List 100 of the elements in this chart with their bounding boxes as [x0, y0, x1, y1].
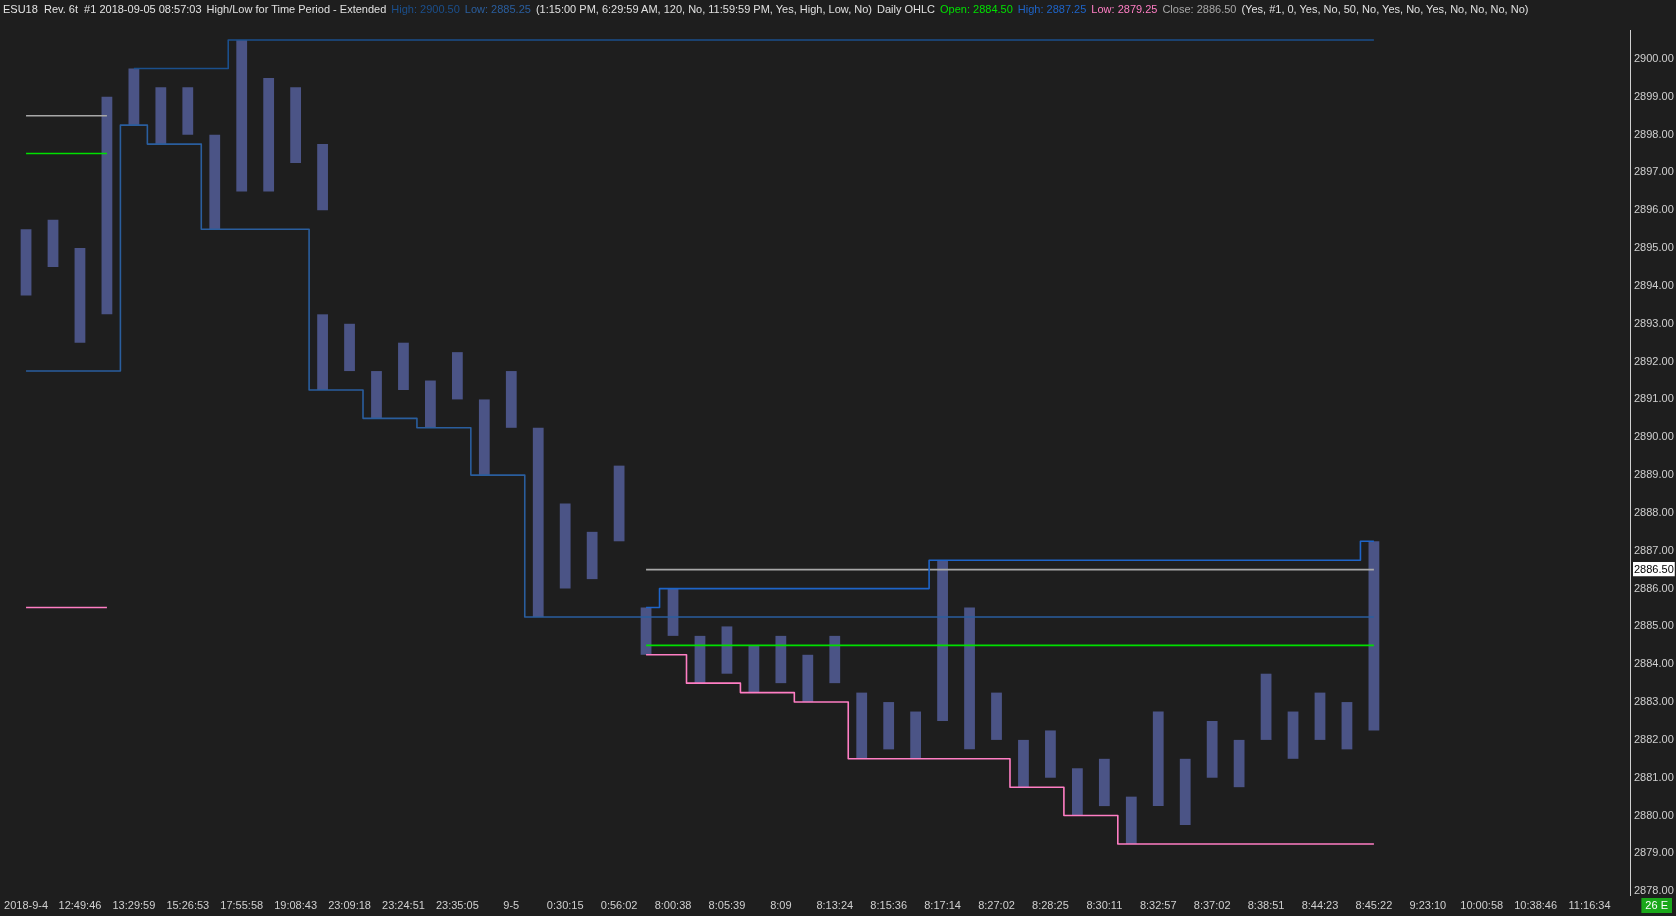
- y-tick-label: 2890.00: [1634, 430, 1674, 443]
- x-tick-label: 0:56:02: [600, 898, 638, 911]
- bar: [263, 77, 275, 192]
- bar: [1071, 768, 1083, 816]
- x-tick-label: 17:55:58: [220, 898, 264, 911]
- x-tick-label: 8:32:57: [1139, 898, 1177, 911]
- bar: [209, 134, 221, 230]
- x-tick-label: 0:30:15: [546, 898, 584, 911]
- y-tick-label: 2891.00: [1634, 392, 1674, 405]
- y-tick-label: 2899.00: [1634, 89, 1674, 102]
- bar: [1179, 758, 1191, 826]
- bar: [155, 87, 167, 145]
- x-tick-label: 8:38:51: [1247, 898, 1285, 911]
- bar: [371, 371, 382, 419]
- y-tick-label: 2886.00: [1634, 581, 1674, 594]
- bar: [1287, 711, 1299, 759]
- bar: [910, 711, 922, 759]
- x-tick-label: 15:26:53: [166, 898, 210, 911]
- y-tick-label: 2898.00: [1634, 127, 1674, 140]
- x-tick-label: 10:38:46: [1514, 898, 1558, 911]
- bar: [532, 427, 544, 617]
- y-tick-label: 2892.00: [1634, 354, 1674, 367]
- x-tick-label: 8:27:02: [978, 898, 1015, 911]
- y-tick-label: 2888.00: [1634, 505, 1674, 518]
- x-tick-label: 11:16:34: [1568, 898, 1611, 911]
- bar: [1152, 711, 1164, 807]
- x-tick-label: 19:08:43: [274, 898, 318, 911]
- bar: [47, 219, 59, 268]
- y-tick-label: 2885.00: [1634, 619, 1674, 632]
- y-tick-label: 2886.50: [1634, 562, 1674, 575]
- bar: [236, 40, 248, 192]
- x-tick-label: 8:45:22: [1355, 898, 1393, 911]
- y-tick-label: 2880.00: [1634, 808, 1674, 821]
- bar: [20, 229, 32, 296]
- y-tick-label: 2896.00: [1634, 203, 1674, 216]
- x-tick-label: 12:49:46: [58, 898, 102, 911]
- bar: [128, 68, 140, 126]
- bar: [964, 607, 975, 750]
- bar: [1260, 673, 1272, 740]
- bar: [559, 503, 571, 589]
- y-tick-label: 2884.00: [1634, 657, 1674, 670]
- bar: [775, 635, 787, 684]
- y-tick-label: 2887.00: [1634, 543, 1674, 556]
- text: Daily OHLC: [876, 3, 936, 17]
- text: Open: 2884.50: [940, 3, 1013, 17]
- x-tick-label: 9:23:10: [1409, 898, 1447, 911]
- bar: [1206, 720, 1218, 778]
- y-tick-label: 2889.00: [1634, 468, 1674, 481]
- text: (1:15:00 PM, 6:29:59 AM, 120, No, 11:59:59 PM, Yes, High, Low, No): [535, 3, 872, 17]
- y-tick-label: 2893.00: [1634, 316, 1674, 329]
- text: High/Low for Time Period - Extended: [206, 3, 387, 17]
- bar: [1341, 702, 1353, 750]
- x-tick-label: 8:44:23: [1301, 898, 1339, 911]
- x-tick-label: 23:24:51: [382, 898, 425, 911]
- bar: [721, 626, 733, 674]
- x-tick-label: 8:30:11: [1086, 898, 1123, 911]
- y-tick-label: 2894.00: [1634, 278, 1674, 291]
- x-tick-label: 8:17:14: [924, 898, 961, 911]
- bar: [1098, 758, 1110, 807]
- x-tick-label: 8:00:38: [654, 898, 692, 911]
- chart-title: ESU18 Rev. 6t #1 2018-09-05 08:57:03: [3, 3, 202, 17]
- bar: [1368, 541, 1380, 731]
- y-tick-label: 2895.00: [1634, 241, 1674, 254]
- x-tick-label: 23:09:18: [328, 898, 371, 911]
- bar: [451, 352, 463, 400]
- y-tick-label: 2897.00: [1634, 165, 1674, 178]
- bar: [317, 314, 328, 390]
- x-tick-label: 8:28:25: [1032, 898, 1069, 911]
- bar: [74, 248, 86, 343]
- y-tick-label: 2881.00: [1634, 770, 1674, 783]
- bar: [505, 371, 517, 428]
- bar: [802, 654, 814, 703]
- text: Low: 2879.25: [1091, 3, 1158, 17]
- text: (Yes, #1, 0, Yes, No, 50, No, Yes, No, Yes, No, No, No, No): [1241, 3, 1529, 17]
- x-tick-label: 8:15:36: [870, 898, 908, 911]
- y-tick-label: 2878.00: [1634, 884, 1674, 897]
- bar: [425, 380, 436, 428]
- bar: [398, 342, 409, 390]
- text: High: 2900.50: [391, 3, 460, 17]
- x-tick-label: 10:00:58: [1460, 898, 1504, 911]
- bar: [182, 87, 194, 135]
- bar: [317, 144, 328, 211]
- bar: [1018, 739, 1029, 788]
- y-tick-label: 2879.00: [1634, 846, 1674, 859]
- bar: [613, 465, 625, 542]
- bar: [586, 531, 598, 580]
- bar: [748, 645, 760, 693]
- x-tick-label: 8:37:02: [1193, 898, 1231, 911]
- x-tick-label: 9-5: [503, 898, 520, 911]
- bar: [290, 87, 302, 163]
- bar: [856, 692, 868, 759]
- y-tick-label: 2883.00: [1634, 695, 1674, 708]
- bar: [937, 560, 948, 721]
- bar: [101, 96, 113, 315]
- y-tick-label: 2882.00: [1634, 732, 1674, 745]
- text: High: 2887.25: [1017, 3, 1087, 17]
- x-tick-label: 23:35:05: [435, 898, 479, 911]
- x-tick-label: 8:09: [770, 898, 792, 911]
- x-tick-label: 8:13:24: [816, 898, 854, 911]
- bar: [1233, 739, 1245, 788]
